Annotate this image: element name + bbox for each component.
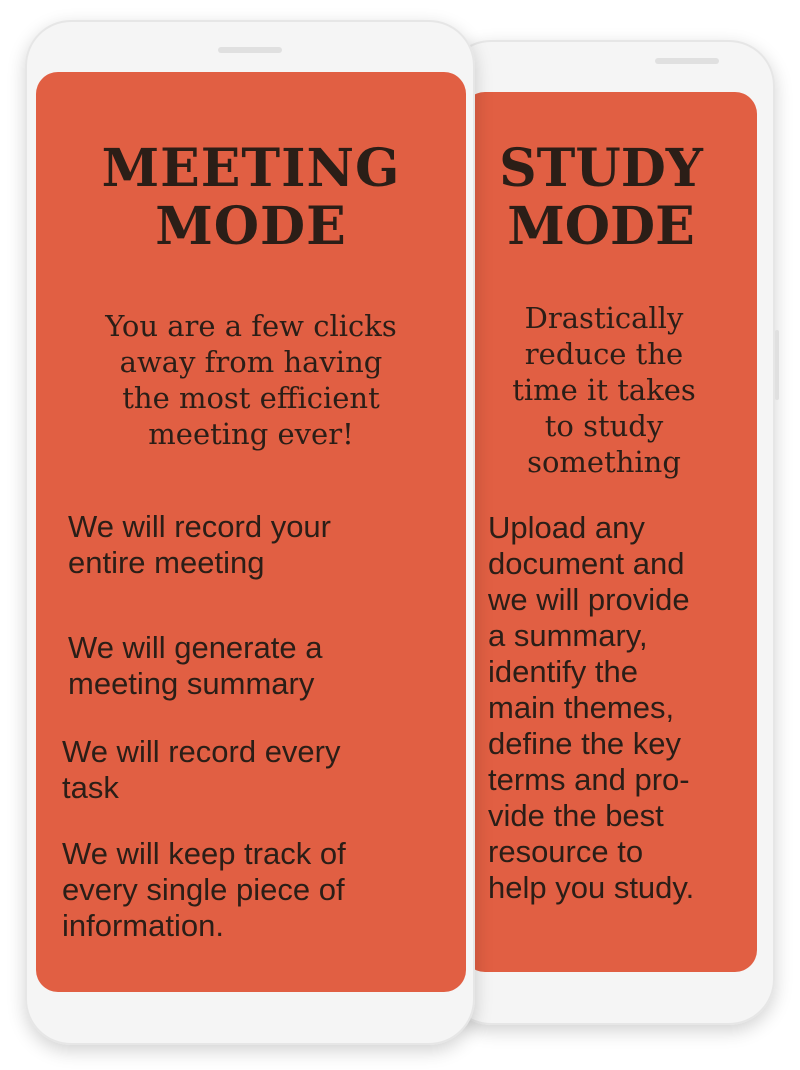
study-mode-body-line: resource to [488,834,644,869]
study-mode-body-line: vide the best [488,798,664,833]
feature-line: entire meeting [68,545,265,580]
study-mode-screen: STUDY MODE Drastically reduce the time i… [463,92,757,972]
study-mode-body-line: terms and pro- [488,762,690,797]
study-mode-body-line: document and [488,546,685,581]
study-mode-subtitle-line: time it takes [512,373,696,407]
study-mode-phone: STUDY MODE Drastically reduce the time i… [445,40,779,1025]
study-mode-title-line1: STUDY [499,138,703,199]
study-mode-subtitle-line: Drastically [524,301,684,335]
side-button [775,330,779,400]
speaker-grille [218,47,282,53]
meeting-mode-screen: MEETING MODE You are a few clicks away f… [36,72,466,992]
feature-line: We will keep track of [62,836,346,871]
study-mode-body-line: main themes, [488,690,675,725]
feature-line: meeting summary [68,666,315,701]
study-mode-subtitle-line: something [527,445,681,479]
study-mode-body-line: identify the [488,654,638,689]
meeting-mode-phone: MEETING MODE You are a few clicks away f… [25,20,475,1045]
meeting-feature-tasks: We will record every task [62,734,452,806]
meeting-mode-subtitle: You are a few clicks away from having th… [66,308,436,452]
study-mode-body-line: a summary, [488,618,648,653]
meeting-feature-summary: We will generate a meeting summary [68,630,458,702]
feature-line: We will record your [68,509,332,544]
study-mode-body-line: Upload any [488,510,645,545]
feature-line: every single piece of [62,872,345,907]
feature-line: task [62,770,119,805]
study-mode-body-line: we will provide [488,582,690,617]
meeting-mode-title-line2: MODE [155,196,347,257]
meeting-feature-record: We will record your entire meeting [68,509,458,581]
meeting-feature-tracking: We will keep track of every single piece… [62,836,452,944]
meeting-mode-subtitle-line: the most efficient [122,381,380,415]
meeting-mode-subtitle-line: away from having [119,345,383,379]
study-mode-subtitle-line: to study [544,409,664,443]
study-mode-title-line2: MODE [507,196,695,257]
meeting-mode-subtitle-line: meeting ever! [148,417,354,451]
speaker-grille [655,58,719,64]
feature-line: We will generate a [68,630,323,665]
study-mode-body-line: help you study. [488,870,695,905]
study-mode-description: Upload any document and we will provide … [488,510,753,906]
meeting-mode-title-line1: MEETING [101,138,401,199]
study-mode-title: STUDY MODE [463,140,739,256]
study-mode-subtitle: Drastically reduce the time it takes to … [469,300,739,480]
meeting-mode-subtitle-line: You are a few clicks [105,309,397,343]
study-mode-subtitle-line: reduce the [524,337,684,371]
feature-line: We will record every [62,734,341,769]
meeting-mode-title: MEETING MODE [36,140,466,256]
feature-line: information. [62,908,224,943]
study-mode-body-line: define the key [488,726,682,761]
